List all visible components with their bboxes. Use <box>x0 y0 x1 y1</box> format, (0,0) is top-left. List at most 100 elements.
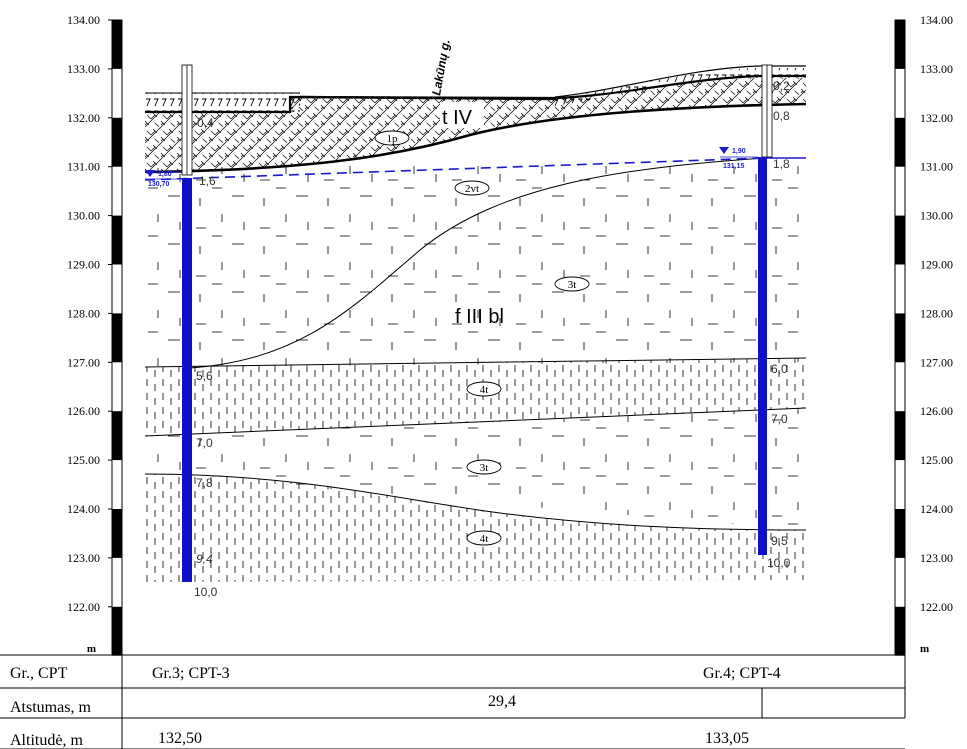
water-depth-left: 1,80 <box>158 171 172 178</box>
depth-label: 10,0 <box>194 585 218 599</box>
scale-tick-label: 128.00 <box>920 306 953 320</box>
borehole-right: 1,90 131,15 <box>719 64 773 555</box>
scale-band <box>895 606 905 656</box>
scale-tick-label: 127.00 <box>67 355 100 369</box>
depth-label: 7,0 <box>771 412 788 426</box>
scale-tick-label: 133.00 <box>920 62 953 76</box>
depth-label: 0,2 <box>773 79 790 93</box>
depth-label: 0,8 <box>773 109 790 123</box>
age-label-fIIIbl: f III bl <box>455 306 504 328</box>
depth-label: 7,8 <box>196 476 213 490</box>
scale-band <box>112 215 122 265</box>
age-label-tIV: t IV <box>442 107 473 129</box>
left-scale: 134.00 133.00 132.00 131.00 130.00 129.00 128.… <box>67 13 123 656</box>
scale-band <box>895 215 905 265</box>
scale-band <box>112 117 122 167</box>
scale-tick-label: 129.00 <box>920 258 953 272</box>
depth-label: 9,5 <box>771 534 788 548</box>
scale-tick-label: 124.00 <box>920 502 953 516</box>
scale-band <box>895 20 905 69</box>
scale-tick-label: 122.00 <box>920 600 953 614</box>
scale-tick-label: 124.00 <box>67 502 100 516</box>
borehole-left: 1,80 130,70 <box>145 64 193 582</box>
scale-band <box>895 411 905 461</box>
scale-tick-label: 131.00 <box>67 160 100 174</box>
row-label-distance: Atstumas, m <box>10 699 91 716</box>
scale-tick-label: 133.00 <box>67 62 100 76</box>
row-right-gr-cpt: Gr.4; CPT-4 <box>703 665 781 682</box>
row-left-gr-cpt: Gr.3; CPT-3 <box>152 665 230 682</box>
layer-index-ellipse <box>466 530 502 546</box>
row-right-altitude: 133,05 <box>705 730 749 747</box>
borehole-left-cpt-bar <box>182 178 192 582</box>
depth-label: 0,4 <box>197 116 214 130</box>
layer-4t-upper <box>145 358 806 436</box>
layer-4t-lower <box>145 474 806 582</box>
scale-tick-label: 132.00 <box>920 111 953 125</box>
scale-band <box>895 313 905 363</box>
borehole-right-cpt-bar <box>758 157 767 555</box>
scale-band <box>112 509 122 558</box>
water-level-left: 130,70 <box>148 181 170 188</box>
scale-tick-label: 132.00 <box>67 111 100 125</box>
scale-tick-label: 129.00 <box>67 258 100 272</box>
layer-index-ellipse <box>554 276 590 292</box>
row-label-altitude: Altitudė, m <box>10 732 83 749</box>
scale-tick-label: 128.00 <box>67 306 100 320</box>
layer-3t-upper <box>145 158 806 367</box>
scale-tick-label: 126.00 <box>67 404 100 418</box>
scale-band <box>112 20 122 69</box>
right-scale: 134.00 133.00 132.00 131.00 130.00 129.00 128.… <box>894 13 953 656</box>
scale-tick-label: 123.00 <box>67 551 100 565</box>
info-table: Gr., CPT Gr.3; CPT-3 Gr.4; CPT-4 Atstuma… <box>0 654 906 749</box>
depth-label: 1,6 <box>199 174 216 188</box>
layer-index-label: 4t <box>480 533 489 545</box>
scale-tick-label: 123.00 <box>920 551 953 565</box>
scale-tick-label: 126.00 <box>920 404 953 418</box>
scale-tick-label: 130.00 <box>67 209 100 223</box>
depth-label: 7,0 <box>196 436 213 450</box>
scale-tick-label: 134.00 <box>920 13 953 27</box>
right-scale-unit: m <box>920 643 929 655</box>
depth-label: 10,0 <box>767 556 791 570</box>
scale-tick-label: 125.00 <box>67 453 100 467</box>
layer-index-ellipse <box>374 130 410 146</box>
scale-tick-label: 130.00 <box>920 209 953 223</box>
water-depth-right: 1,90 <box>732 148 746 155</box>
scale-tick-label: 125.00 <box>920 453 953 467</box>
layer-index-label: 3t <box>568 279 577 291</box>
water-level-right: 131,15 <box>723 163 745 170</box>
depth-labels-right: 0,2 0,8 1,8 6,0 7,0 9,5 10,0 <box>767 79 791 570</box>
scale-tick-label: 122.00 <box>67 600 100 614</box>
depth-labels-left: 0,4 1,6 5,6 7,0 7,8 9,4 10,0 <box>194 116 218 599</box>
layer-index-label: 3t <box>480 462 489 474</box>
layer-index-ellipse <box>466 381 502 397</box>
row-left-altitude: 132,50 <box>158 730 202 747</box>
water-marker-left-icon <box>145 170 155 177</box>
layer-index-ellipse <box>454 180 490 196</box>
row-center-distance: 29,4 <box>488 693 516 710</box>
scale-tick-label: 131.00 <box>920 160 953 174</box>
street-label: Lakūnų g. <box>429 38 453 96</box>
scale-band <box>112 313 122 363</box>
scale-band <box>895 117 905 167</box>
depth-label: 6,0 <box>771 362 788 376</box>
layer-index-label: 4t <box>480 384 489 396</box>
water-marker-right-icon <box>719 147 729 154</box>
scale-tick-label: 127.00 <box>920 355 953 369</box>
layer-index-label: 2vt <box>465 183 479 195</box>
depth-label: 9,4 <box>196 552 213 566</box>
scale-band <box>112 606 122 656</box>
scale-tick-label: 134.00 <box>67 13 100 27</box>
depth-label: 5,6 <box>196 369 213 383</box>
layer-index-ellipse <box>466 459 502 475</box>
scale-band <box>895 509 905 558</box>
groundwater-line <box>144 157 766 181</box>
asphalt-layer <box>145 93 300 112</box>
left-scale-unit: m <box>87 643 96 655</box>
row-label-gr-cpt: Gr., CPT <box>10 665 68 682</box>
scale-band <box>112 411 122 461</box>
depth-label: 1,8 <box>773 157 790 171</box>
layer-index-label: 1p <box>387 133 399 145</box>
